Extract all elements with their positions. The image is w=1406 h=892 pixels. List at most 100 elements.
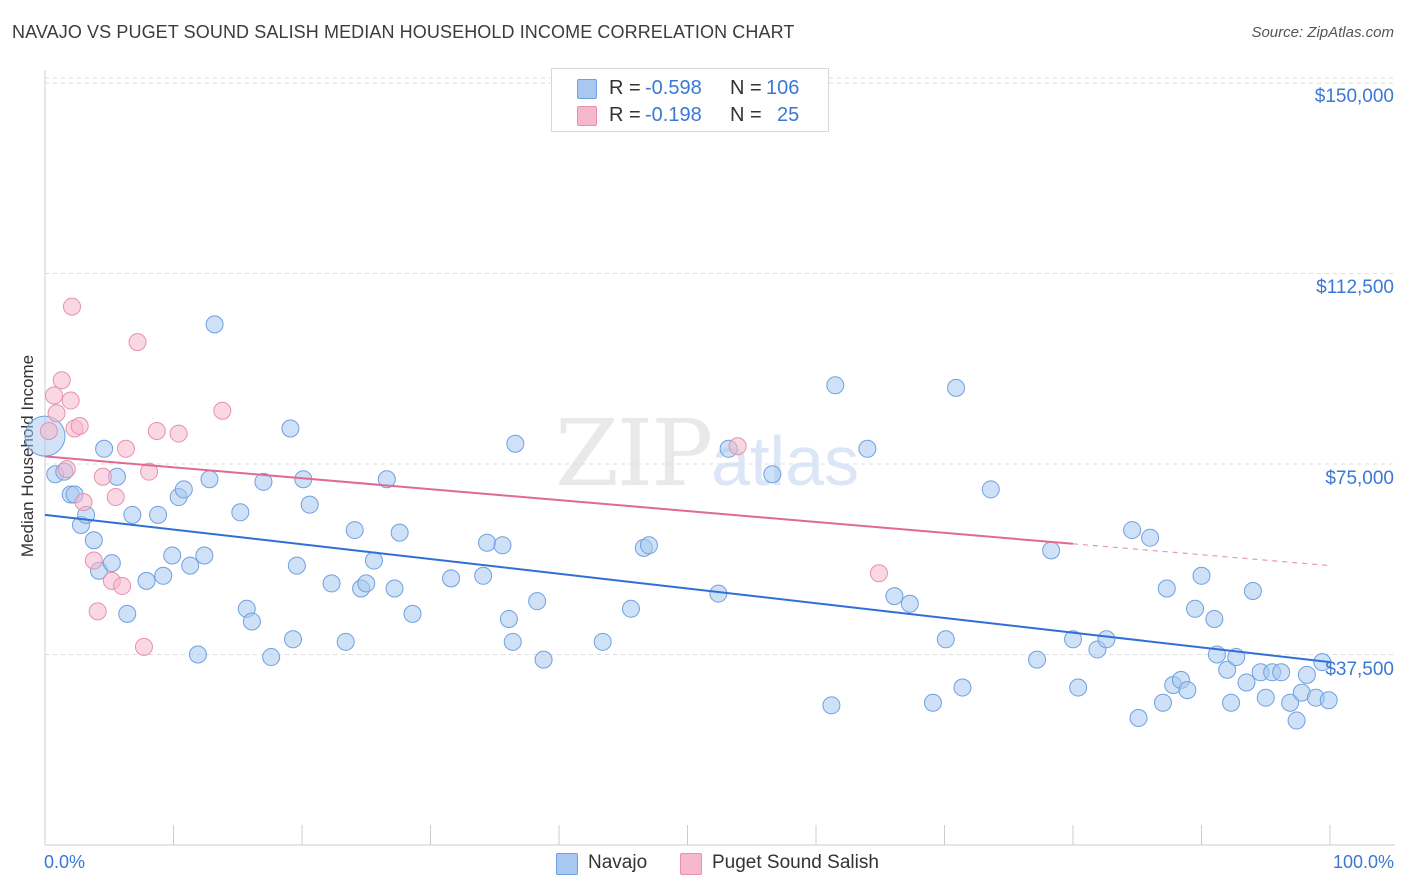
point-puget bbox=[106, 488, 125, 507]
point-navajo bbox=[1028, 650, 1047, 669]
point-navajo bbox=[953, 678, 972, 697]
legend-row-navajo: R = -0.598 N = 106 bbox=[552, 75, 828, 101]
legend-swatch-puget bbox=[680, 853, 702, 875]
point-navajo bbox=[174, 480, 193, 499]
point-puget bbox=[116, 439, 135, 458]
legend-r-value: -0.198 bbox=[645, 104, 702, 126]
point-navajo bbox=[1272, 663, 1291, 682]
point-navajo bbox=[102, 554, 121, 573]
point-navajo bbox=[1192, 566, 1211, 585]
point-navajo bbox=[503, 632, 522, 651]
point-puget bbox=[84, 551, 103, 570]
point-navajo bbox=[284, 630, 303, 649]
point-navajo bbox=[1157, 579, 1176, 598]
point-navajo bbox=[137, 571, 156, 590]
point-navajo bbox=[385, 579, 404, 598]
point-navajo bbox=[1097, 630, 1116, 649]
point-puget bbox=[39, 422, 58, 441]
chart-title: NAVAJO VS PUGET SOUND SALISH MEDIAN HOUS… bbox=[12, 22, 795, 42]
point-navajo bbox=[885, 587, 904, 606]
trend-line-navajo bbox=[44, 513, 1331, 664]
point-puget bbox=[869, 564, 888, 583]
point-navajo bbox=[118, 604, 137, 623]
point-navajo bbox=[506, 434, 525, 453]
point-puget bbox=[140, 462, 159, 481]
legend-n-label: N = bbox=[730, 77, 762, 99]
point-navajo bbox=[322, 574, 341, 593]
point-navajo bbox=[900, 594, 919, 613]
point-navajo bbox=[390, 523, 409, 542]
point-navajo bbox=[377, 470, 396, 489]
point-navajo bbox=[1153, 693, 1172, 712]
point-navajo bbox=[763, 465, 782, 484]
point-navajo bbox=[300, 495, 319, 514]
point-navajo bbox=[1297, 665, 1316, 684]
watermark-zip: ZIP bbox=[555, 400, 713, 507]
point-navajo bbox=[181, 556, 200, 575]
point-navajo bbox=[154, 566, 173, 585]
point-navajo bbox=[364, 551, 383, 570]
point-navajo bbox=[493, 536, 512, 555]
point-navajo bbox=[528, 592, 547, 611]
point-navajo bbox=[936, 630, 955, 649]
point-navajo bbox=[858, 439, 877, 458]
point-navajo bbox=[1042, 541, 1061, 560]
point-puget bbox=[113, 576, 132, 595]
point-navajo bbox=[1186, 599, 1205, 618]
point-navajo bbox=[1287, 711, 1306, 730]
legend-label-navajo: Navajo bbox=[588, 852, 648, 873]
point-navajo bbox=[499, 609, 518, 628]
point-navajo bbox=[474, 566, 493, 585]
point-navajo bbox=[1205, 609, 1224, 628]
source-label: Source: ZipAtlas.com bbox=[1251, 24, 1394, 41]
point-navajo bbox=[923, 693, 942, 712]
y-tick-label-75000: $75,000 bbox=[1325, 468, 1394, 489]
x-tick-label-max: 100.0% bbox=[1332, 852, 1394, 872]
point-puget bbox=[62, 297, 81, 316]
point-navajo bbox=[1281, 693, 1300, 712]
point-navajo bbox=[639, 536, 658, 555]
point-puget bbox=[213, 401, 232, 420]
point-navajo bbox=[123, 505, 142, 524]
y-tick-label-112500: $112,500 bbox=[1316, 277, 1394, 298]
legend-r-label: R = bbox=[609, 104, 641, 126]
point-puget bbox=[128, 333, 147, 352]
point-puget bbox=[147, 422, 166, 441]
correlation-legend: R = -0.598 N = 106 R = -0.198 N = 25 bbox=[551, 68, 829, 132]
legend-swatch-navajo bbox=[556, 853, 578, 875]
point-puget bbox=[728, 437, 747, 456]
point-puget bbox=[52, 371, 71, 390]
point-navajo bbox=[822, 696, 841, 715]
point-navajo bbox=[1256, 688, 1275, 707]
x-tick-label-min: 0.0% bbox=[44, 852, 86, 872]
point-puget bbox=[47, 404, 66, 423]
point-navajo bbox=[534, 650, 553, 669]
legend-n-value: 25 bbox=[777, 104, 800, 126]
point-navajo bbox=[336, 632, 355, 651]
watermark: ZIPatlas bbox=[555, 400, 859, 507]
point-navajo bbox=[254, 472, 273, 491]
point-navajo bbox=[149, 505, 168, 524]
point-navajo bbox=[345, 521, 364, 540]
point-navajo bbox=[1069, 678, 1088, 697]
trend-line-puget bbox=[44, 455, 1074, 545]
point-navajo bbox=[1178, 681, 1197, 700]
point-navajo bbox=[1123, 521, 1142, 540]
point-navajo bbox=[478, 533, 497, 552]
point-navajo bbox=[205, 315, 224, 334]
point-navajo bbox=[621, 599, 640, 618]
point-puget bbox=[134, 637, 153, 656]
legend-row-puget: R = -0.198 N = 25 bbox=[552, 102, 828, 128]
point-navajo bbox=[95, 439, 114, 458]
point-navajo bbox=[1064, 630, 1082, 649]
point-navajo bbox=[163, 546, 182, 565]
point-navajo bbox=[357, 574, 376, 593]
point-navajo bbox=[981, 480, 1000, 499]
y-tick-label-150000: $150,000 bbox=[1314, 86, 1394, 107]
point-navajo bbox=[1129, 709, 1148, 728]
point-navajo bbox=[231, 503, 250, 522]
point-navajo bbox=[403, 604, 422, 623]
legend-r-label: R = bbox=[609, 77, 641, 99]
point-puget bbox=[44, 386, 63, 405]
